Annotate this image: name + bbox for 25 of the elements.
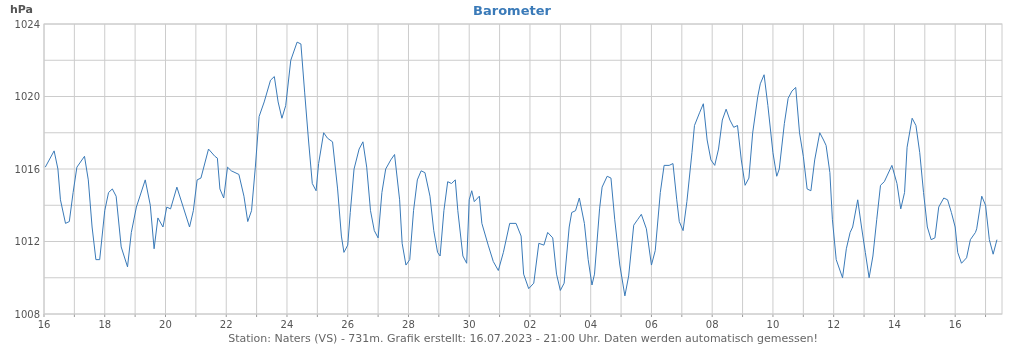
y-axis-title: hPa xyxy=(10,3,34,16)
x-tick-label: 12 xyxy=(827,319,841,330)
line-series xyxy=(44,41,998,297)
chart-title: Barometer xyxy=(473,3,552,18)
x-tick-label: 24 xyxy=(280,319,294,330)
x-tick-label: 30 xyxy=(462,319,476,330)
x-tick-label: 16 xyxy=(37,319,51,330)
x-tick-label: 06 xyxy=(645,319,658,330)
x-tick-label: 02 xyxy=(523,319,537,330)
y-tick-label: 1020 xyxy=(14,91,40,102)
y-tick-label: 1016 xyxy=(14,163,40,175)
text: Station: Naters (VS) - 731m. Grafik erstellt: 16.07.2023 - 21:00 Uhr. Daten werden automatisch gemessen! xyxy=(228,332,818,345)
x-tick-label: 22 xyxy=(219,319,233,330)
y-tick-label: 1024 xyxy=(14,18,40,30)
x-tick-label: 18 xyxy=(98,319,112,330)
y-tick-label: 1012 xyxy=(14,236,40,247)
y-tick-label: 1008 xyxy=(14,308,40,320)
x-tick-label: 10 xyxy=(766,319,780,330)
x-tick-label: 28 xyxy=(402,319,415,330)
x-tick-label: 04 xyxy=(584,319,598,330)
x-tick-label: 26 xyxy=(341,319,355,330)
x-tick-label: 14 xyxy=(888,319,901,330)
x-tick-label: 08 xyxy=(705,319,719,330)
x-tick-label: 20 xyxy=(159,319,172,330)
x-tick-label: 16 xyxy=(948,319,962,330)
